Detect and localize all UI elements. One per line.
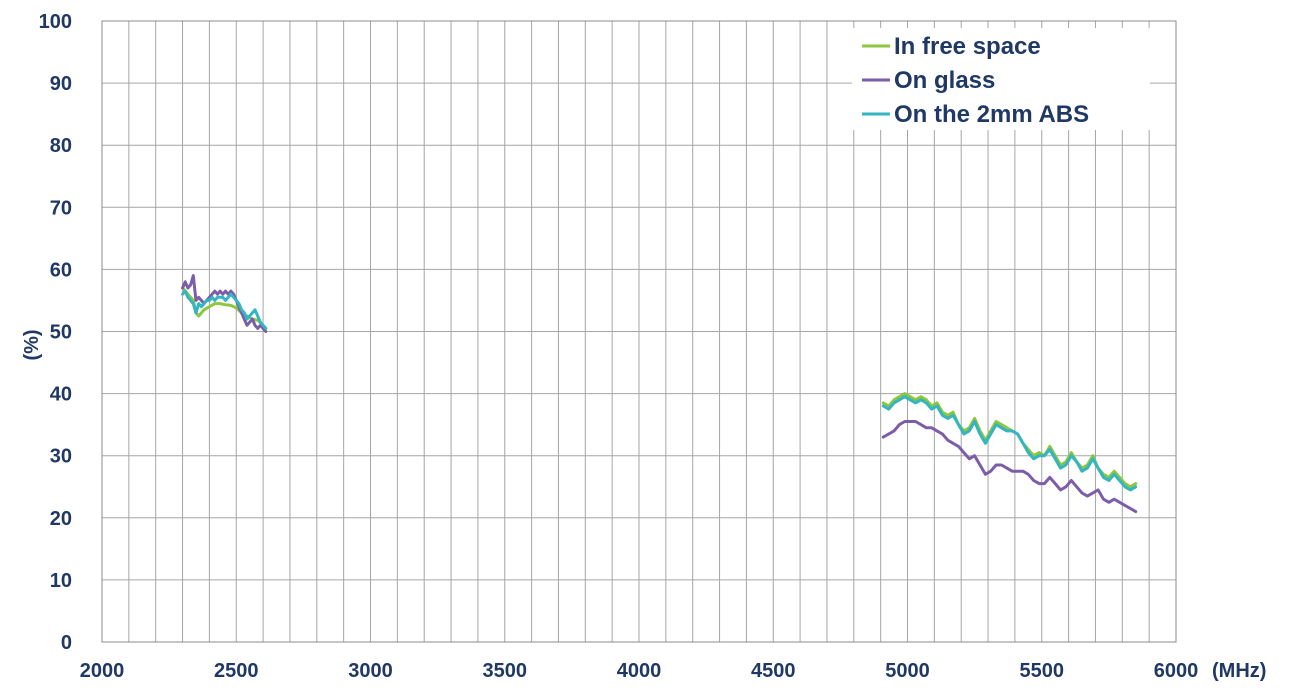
- y-tick-label: 30: [50, 446, 72, 468]
- legend-background: [852, 28, 1150, 130]
- y-tick-label: 50: [50, 322, 72, 344]
- x-axis-title: (MHz): [1212, 660, 1266, 682]
- series-lines: [181, 274, 1138, 514]
- y-tick-label: 90: [50, 73, 72, 95]
- y-tick-label: 20: [50, 508, 72, 530]
- plot-area-frame: [101, 20, 1177, 643]
- legend-label: In free space: [894, 33, 1041, 60]
- x-tick-label: 2000: [80, 660, 125, 682]
- x-tick-label: 4000: [617, 660, 662, 682]
- series-line: [881, 395, 1138, 492]
- y-tick-label: 80: [50, 135, 72, 157]
- y-tick-label: 70: [50, 197, 72, 219]
- y-tick-label: 0: [61, 632, 72, 654]
- series-line: [881, 420, 1138, 514]
- x-tick-label: 6000: [1154, 660, 1199, 682]
- x-tick-label: 3500: [483, 660, 528, 682]
- grid-lines: [102, 21, 1176, 642]
- x-tick-label: 3000: [348, 660, 393, 682]
- y-axis-tick-labels: 0 10 20 30 40 50 60 70 80 90 100: [39, 11, 72, 654]
- legend-label: On the 2mm ABS: [894, 101, 1089, 128]
- x-tick-label: 5000: [885, 660, 930, 682]
- legend: In free space On glass On the 2mm ABS: [852, 28, 1150, 130]
- y-tick-label: 100: [39, 11, 72, 33]
- x-tick-label: 5500: [1020, 660, 1065, 682]
- series-line: [181, 289, 268, 330]
- series-line: [881, 392, 1138, 489]
- y-axis-title: (%): [21, 329, 43, 360]
- x-axis-tick-labels: 2000 2500 3000 3500 4000 4500 5000 5500 6000: [80, 660, 1199, 682]
- series-line: [181, 274, 268, 333]
- x-tick-label: 2500: [214, 660, 259, 682]
- y-tick-label: 60: [50, 259, 72, 281]
- y-tick-label: 40: [50, 384, 72, 406]
- y-tick-label: 10: [50, 570, 72, 592]
- legend-label: On glass: [894, 67, 995, 94]
- x-tick-label: 4500: [751, 660, 796, 682]
